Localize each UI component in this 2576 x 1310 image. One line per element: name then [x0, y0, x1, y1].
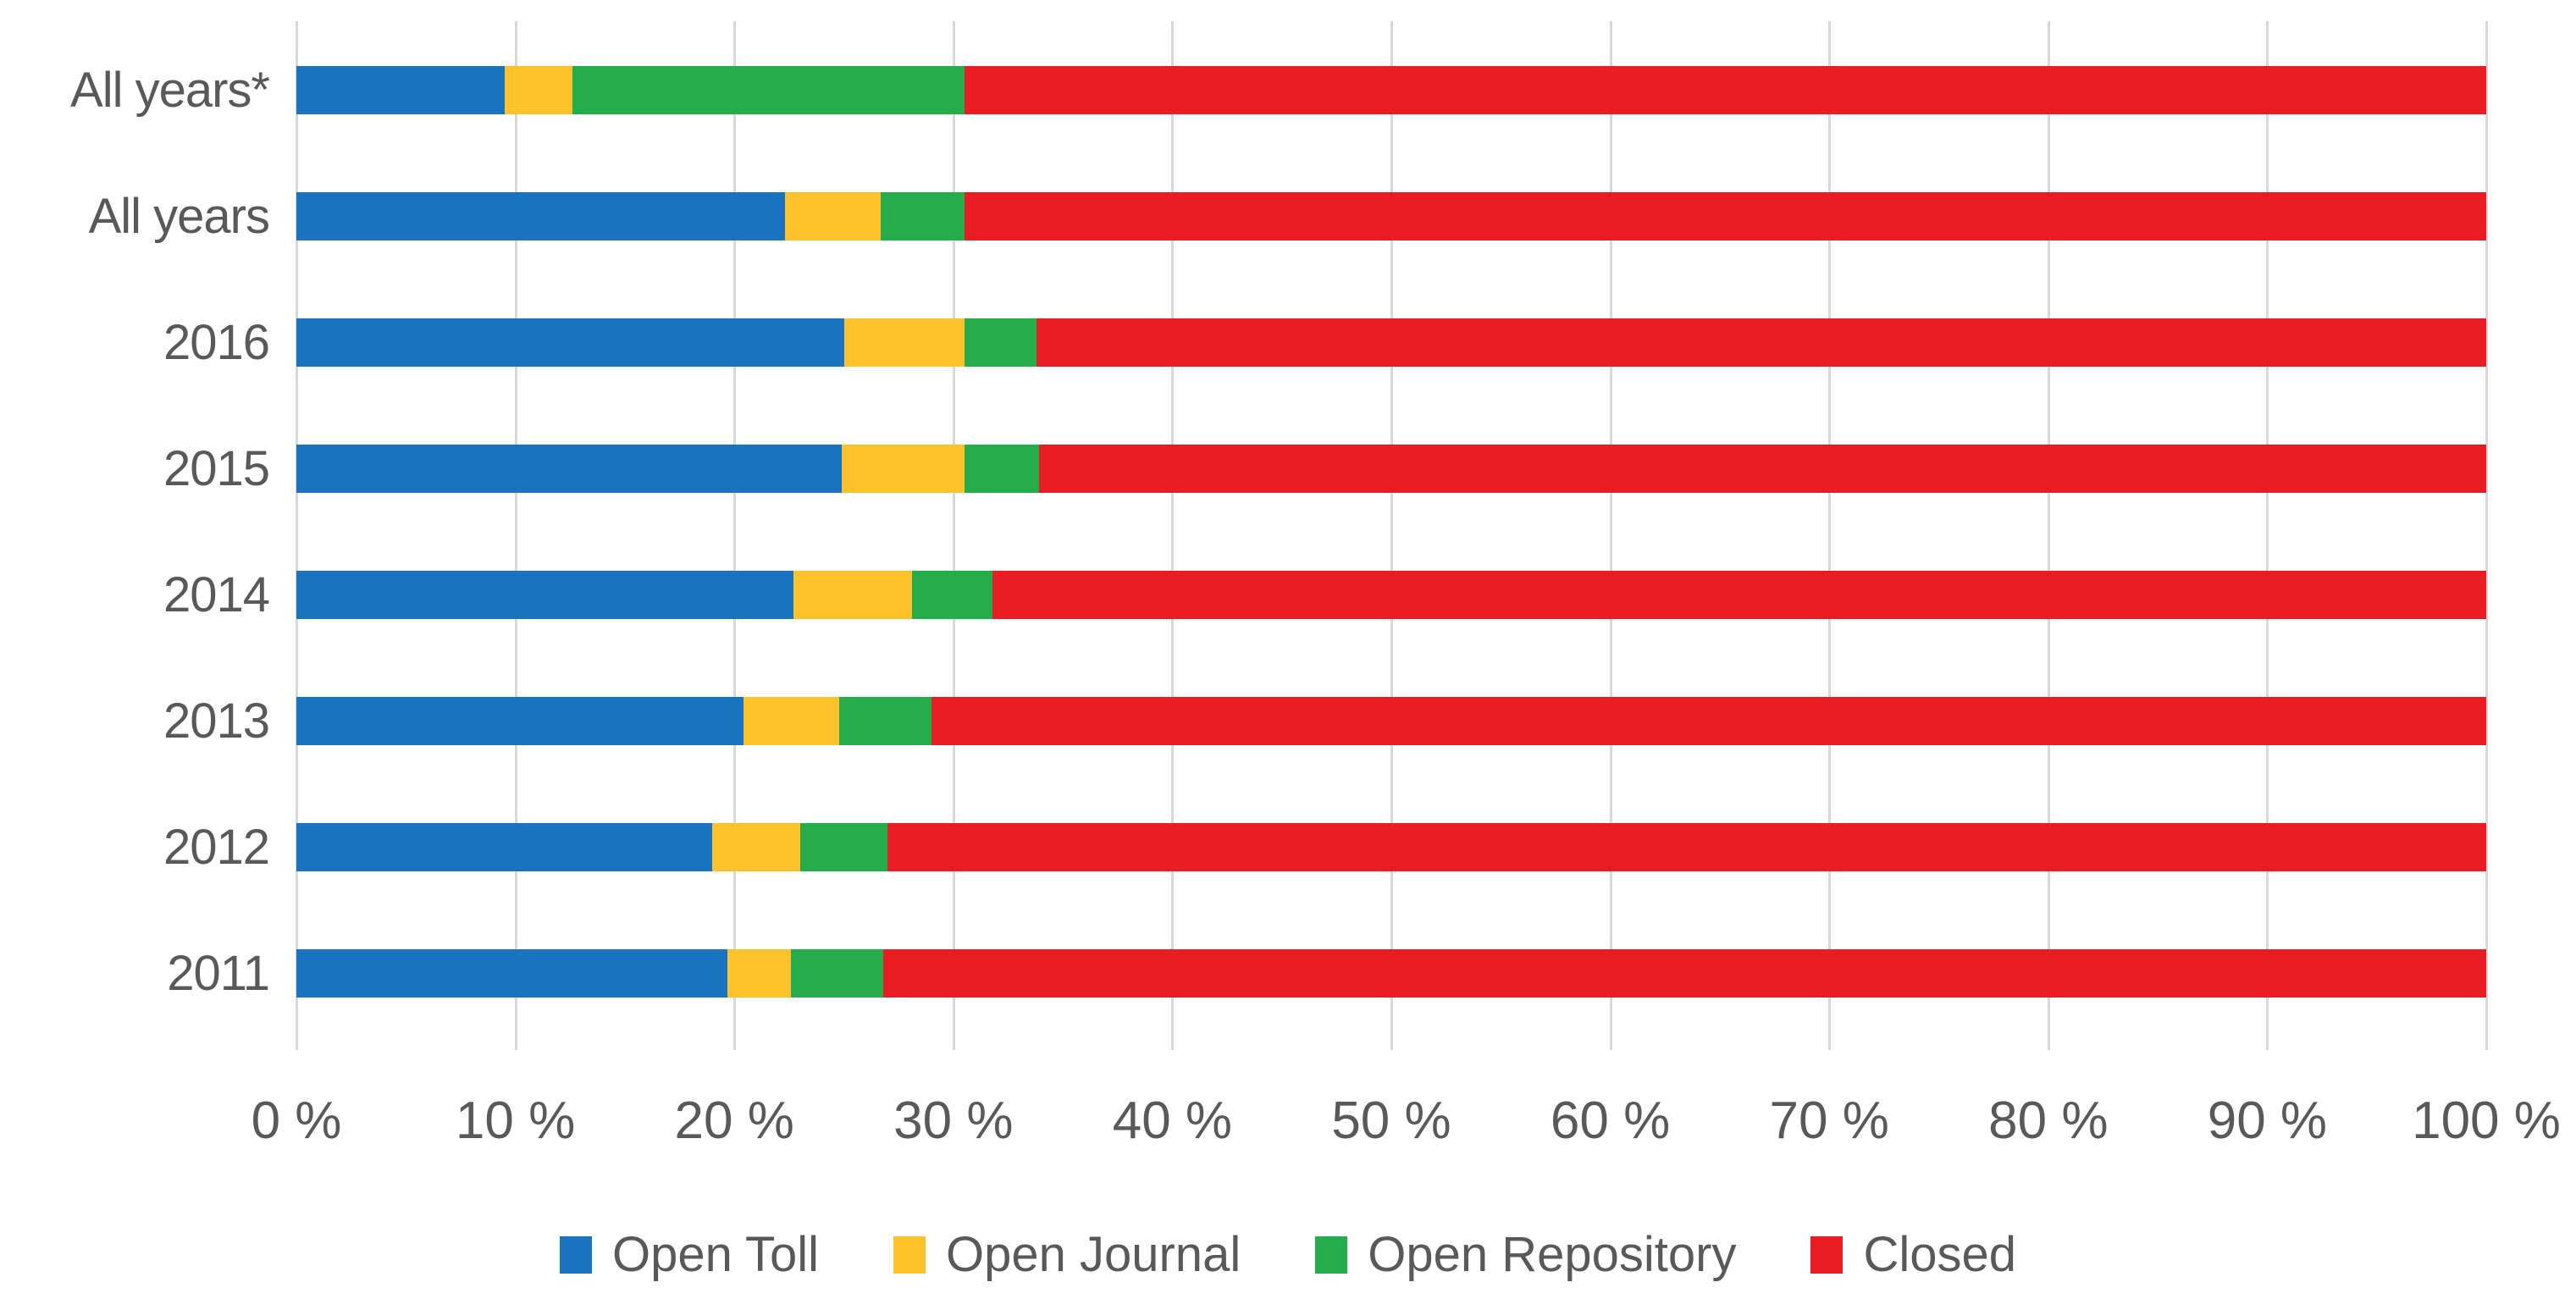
category-label: 2014 — [163, 567, 270, 622]
bar-segment-closed — [883, 949, 2486, 998]
bar-segment-open-repository — [964, 445, 1039, 493]
bar-segment-open-toll — [296, 697, 744, 745]
gridline-60 — [1609, 21, 1612, 1050]
gridline-0 — [296, 21, 298, 1050]
bar-segment-open-repository — [964, 318, 1037, 367]
bar-segment-open-journal — [504, 66, 572, 114]
bar-segment-open-journal — [784, 192, 882, 240]
bar-segment-open-toll — [296, 66, 505, 114]
legend-marker-icon — [1315, 1235, 1348, 1274]
category-label: 2015 — [163, 441, 270, 496]
bar-segment-open-toll — [296, 445, 842, 493]
bar-segment-closed — [992, 571, 2486, 619]
legend-label: Open Repository — [1368, 1227, 1737, 1282]
bar-segment-open-journal — [727, 949, 792, 998]
bar-segment-open-toll — [296, 318, 844, 367]
x-tick-label: 30 % — [893, 1092, 1014, 1150]
gridline-80 — [2047, 21, 2050, 1050]
bar-segment-closed — [931, 697, 2486, 745]
category-label: All years* — [70, 63, 270, 118]
legend-label: Closed — [1863, 1227, 2016, 1282]
bar-row-2012 — [296, 823, 2486, 871]
category-label: 2013 — [163, 694, 270, 749]
bar-segment-open-repository — [881, 192, 965, 240]
legend-item-closed: Closed — [1810, 1226, 2016, 1283]
x-tick-label: 20 % — [674, 1092, 794, 1150]
gridline-30 — [952, 21, 955, 1050]
bar-segment-open-toll — [296, 571, 794, 619]
bar-row-2011 — [296, 949, 2486, 998]
gridline-70 — [1828, 21, 1832, 1050]
legend-marker-icon — [560, 1235, 592, 1274]
legend: Open Toll Open Journal Open Repository Clos… — [0, 1226, 2576, 1283]
bar-row-2013 — [296, 697, 2486, 745]
legend-item-open-journal: Open Journal — [893, 1226, 1241, 1283]
legend-label: Open Toll — [612, 1227, 819, 1282]
gridline-90 — [2266, 21, 2269, 1050]
x-tick-label: 80 % — [1988, 1092, 2109, 1150]
category-label: 2012 — [163, 820, 270, 875]
bar-row-2015 — [296, 445, 2486, 493]
x-tick-label: 50 % — [1331, 1092, 1451, 1150]
bar-segment-open-journal — [712, 823, 800, 871]
gridline-10 — [514, 21, 517, 1050]
category-label: 2016 — [163, 315, 270, 370]
legend-label: Open Journal — [945, 1227, 1241, 1282]
x-tick-label: 0 % — [251, 1092, 342, 1150]
x-tick-label: 100 % — [2412, 1092, 2561, 1150]
bar-segment-open-journal — [743, 697, 840, 745]
bar-segment-open-journal — [841, 445, 965, 493]
bar-segment-closed — [964, 66, 2486, 114]
x-tick-label: 70 % — [1769, 1092, 1889, 1150]
bar-segment-closed — [964, 192, 2486, 240]
bar-row-all-years- — [296, 66, 2486, 114]
bar-segment-open-repository — [911, 571, 993, 619]
bar-segment-closed — [1038, 445, 2486, 493]
bar-segment-open-repository — [839, 697, 931, 745]
legend-item-open-toll: Open Toll — [560, 1226, 819, 1283]
gridline-40 — [1171, 21, 1175, 1050]
bar-row-all-years — [296, 192, 2486, 240]
bar-segment-open-journal — [843, 318, 965, 367]
legend-marker-icon — [893, 1235, 926, 1274]
x-tick-label: 40 % — [1112, 1092, 1233, 1150]
gridline-20 — [733, 21, 737, 1050]
legend-marker-icon — [1810, 1235, 1844, 1274]
bar-segment-closed — [887, 823, 2486, 871]
gridline-100 — [2485, 21, 2488, 1050]
x-tick-label: 60 % — [1550, 1092, 1671, 1150]
category-label: 2011 — [167, 946, 270, 1001]
plot-area — [296, 21, 2488, 1050]
legend-item-open-repository: Open Repository — [1315, 1226, 1736, 1283]
bar-segment-open-toll — [296, 949, 728, 998]
bar-segment-closed — [1036, 318, 2486, 367]
x-tick-label: 10 % — [455, 1092, 576, 1150]
bar-segment-open-toll — [296, 192, 785, 240]
bar-row-2016 — [296, 318, 2486, 367]
x-tick-label: 90 % — [2207, 1092, 2328, 1150]
bar-segment-open-repository — [572, 66, 965, 114]
bar-segment-open-toll — [296, 823, 713, 871]
bar-segment-open-repository — [799, 823, 888, 871]
gridline-50 — [1390, 21, 1393, 1050]
bar-segment-open-repository — [791, 949, 884, 998]
bar-row-2014 — [296, 571, 2486, 619]
category-label: All years — [88, 189, 270, 244]
bar-segment-open-journal — [793, 571, 912, 619]
